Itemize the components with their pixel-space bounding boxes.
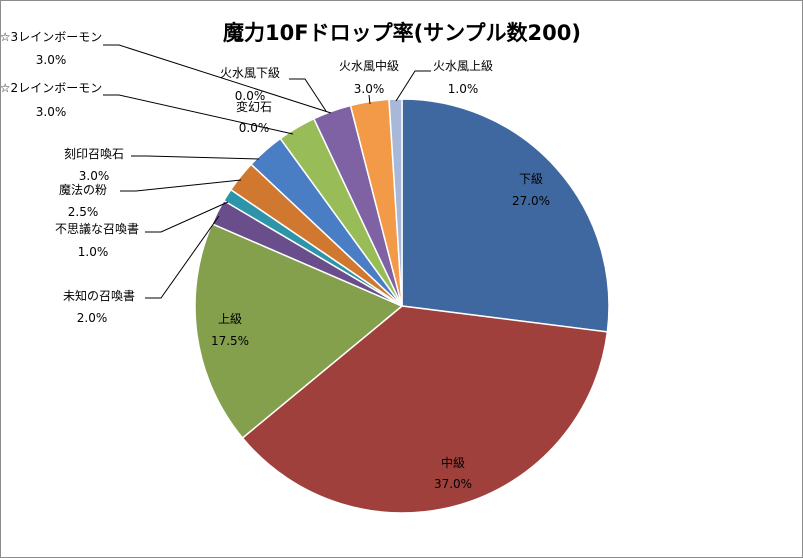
slice-7-leader-line: [131, 155, 260, 160]
slice-8-leader-line: [103, 94, 294, 135]
slice-12-name-label: 変幻石: [236, 99, 272, 114]
slice-10-leader-line: [368, 94, 371, 105]
slice-3-name-label: 上級: [218, 312, 242, 326]
slice-4-name-label: 未知の召喚書: [63, 289, 135, 303]
slice-13-leader-line: [289, 78, 327, 112]
leader-lines: [103, 44, 431, 299]
slice-1-name-label: 下級: [519, 172, 543, 186]
slice-12-percent-label: 0.0%: [239, 121, 270, 135]
slice-13-percent-label: 0.0%: [235, 89, 266, 103]
slice-6-name-label: 魔法の粉: [59, 182, 107, 197]
data-labels: 下級 27.0% 中級 37.0% 上級 17.5% 未知の召喚書 2.0% 不思議な召喚書 1.…: [1, 30, 550, 491]
chart-title: 魔力10Fドロップ率(サンプル数200): [223, 21, 581, 45]
slice-2-percent-label: 37.0%: [434, 477, 472, 491]
slice-2: [241, 305, 609, 514]
slice-9-name-label: ☆3レインボーモン: [1, 30, 102, 44]
slice-6-leader-line: [120, 179, 242, 192]
slice-4-percent-label: 2.0%: [77, 311, 108, 325]
slice-5-name-label: 不思議な召喚書: [55, 222, 139, 236]
slice-11-name-label: 火水風上級: [433, 59, 493, 73]
slice-11: [388, 98, 403, 307]
slice-5-leader-line: [145, 201, 229, 233]
slice-2-name-label: 中級: [441, 455, 465, 470]
slice-11-leader-line: [395, 70, 431, 102]
slice-7-name-label: 刻印召喚石: [64, 147, 124, 161]
slice-13-name-label: 火水風下級: [220, 66, 280, 80]
slice-8-name-label: ☆2レインボーモン: [1, 81, 102, 95]
slice-3: [194, 222, 404, 440]
slice-10-percent-label: 3.0%: [354, 82, 385, 96]
slice-3-percent-label: 17.5%: [211, 334, 249, 348]
slice-9-percent-label: 3.0%: [36, 53, 67, 67]
slice-1-percent-label: 27.0%: [512, 194, 550, 208]
slice-1: [401, 98, 610, 333]
slice-11-percent-label: 1.0%: [448, 82, 479, 96]
slice-6-percent-label: 2.5%: [68, 205, 99, 219]
slice-4-leader-line: [145, 215, 220, 299]
slice-10-name-label: 火水風中級: [339, 58, 399, 73]
slice-7-percent-label: 3.0%: [79, 169, 110, 183]
slice-8-percent-label: 3.0%: [36, 105, 67, 119]
slice-9-leader-line: [103, 44, 332, 114]
slice-5-percent-label: 1.0%: [78, 245, 109, 259]
pie-slices: [194, 98, 610, 514]
